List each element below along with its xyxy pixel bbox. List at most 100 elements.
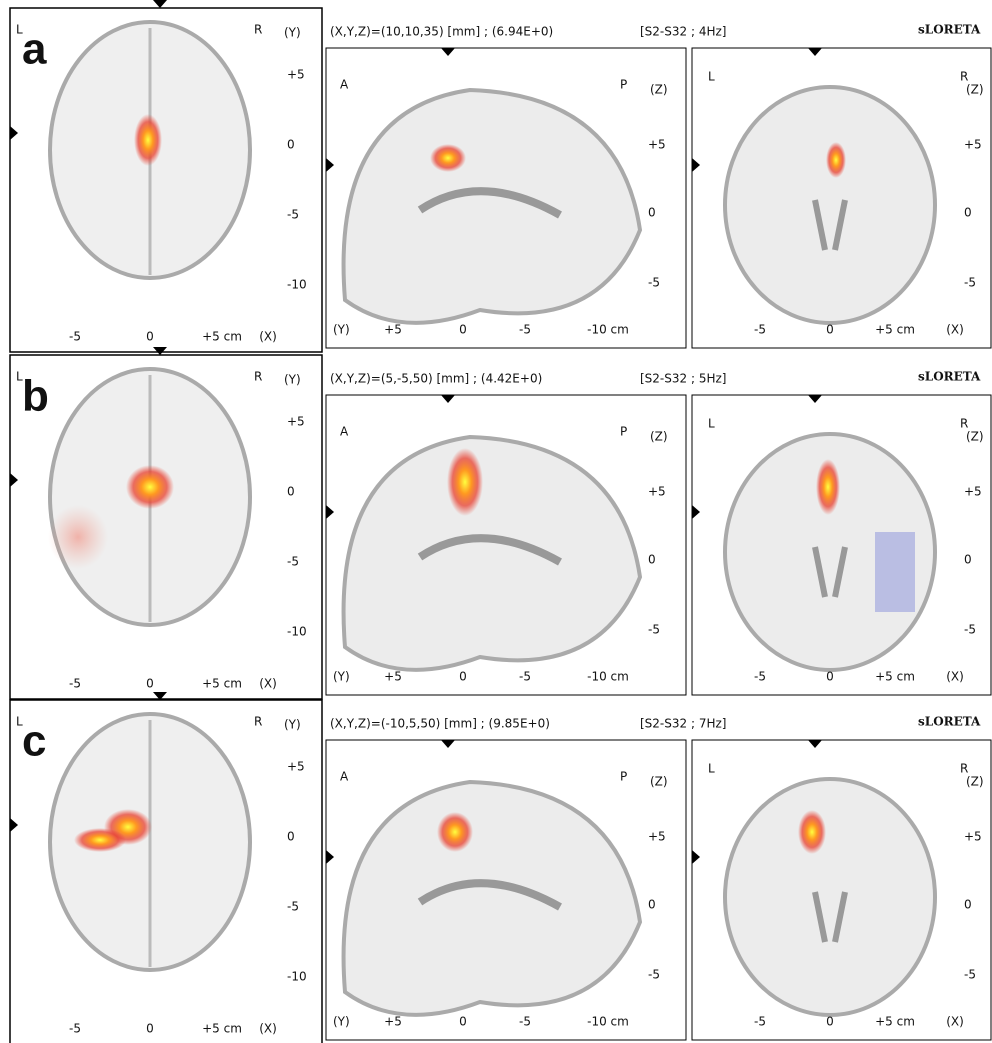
ventricles xyxy=(812,199,848,251)
tick-label: (X) xyxy=(259,1022,277,1036)
panel-label: a xyxy=(22,25,47,74)
tick-label: -10 xyxy=(287,278,307,292)
tick-label: +5 xyxy=(384,323,402,337)
tick-label: +5 cm xyxy=(875,323,915,337)
tick-label: -5 xyxy=(69,677,81,691)
axis-label: (Y) xyxy=(284,718,301,732)
side-label: R xyxy=(254,23,262,37)
side-label: L xyxy=(16,370,23,384)
axis-label: (Y) xyxy=(333,1015,350,1029)
slice-marker xyxy=(153,692,167,700)
tick-label: +5 xyxy=(648,138,666,152)
slice-marker xyxy=(808,48,822,56)
coronal-brain xyxy=(723,85,937,325)
axis-label: (Z) xyxy=(650,775,668,789)
tick-label: -5 xyxy=(519,323,531,337)
panel-label: b xyxy=(22,372,49,421)
slice-marker xyxy=(326,505,334,519)
axis-label: (Z) xyxy=(650,83,668,97)
sagittal-brain xyxy=(341,434,643,672)
side-label: L xyxy=(708,70,715,84)
side-label: A xyxy=(340,78,349,92)
tick-label: -5 xyxy=(287,208,299,222)
tick-label: 0 xyxy=(459,670,467,684)
tick-label: -5 xyxy=(754,670,766,684)
tick-label: 0 xyxy=(459,323,467,337)
tick-label: +5 xyxy=(648,485,666,499)
tick-label: +5 xyxy=(384,1015,402,1029)
tick-label: +5 xyxy=(964,830,982,844)
coordinates: (X,Y,Z)=(5,-5,50) [mm] ; (4.42E+0) xyxy=(330,372,542,386)
corpus-callosum xyxy=(417,879,562,911)
ventricles xyxy=(812,546,848,598)
slice-marker xyxy=(441,740,455,748)
software: sLORETA xyxy=(918,23,981,37)
side-label: L xyxy=(708,417,715,431)
tick-label: +5 xyxy=(964,138,982,152)
slice-marker xyxy=(692,158,700,172)
tick-label: 0 xyxy=(146,1022,154,1036)
side-label: R xyxy=(960,762,968,776)
coordinates: (X,Y,Z)=(10,10,35) [mm] ; (6.94E+0) xyxy=(330,25,553,39)
slice-marker xyxy=(808,740,822,748)
tick-label: 0 xyxy=(648,553,656,567)
tick-label: +5 cm xyxy=(202,330,242,344)
ventricles xyxy=(812,891,848,943)
tick-label: -10 cm xyxy=(587,323,629,337)
tick-label: -5 xyxy=(287,900,299,914)
tick-label: 0 xyxy=(146,330,154,344)
condition: [S2-S32 ; 7Hz] xyxy=(640,717,726,731)
activation xyxy=(447,448,483,516)
tick-label: -10 cm xyxy=(587,670,629,684)
software: sLORETA xyxy=(918,370,981,384)
axis-label: (Y) xyxy=(333,670,350,684)
tick-label: +5 xyxy=(287,415,305,429)
tick-label: 0 xyxy=(964,898,972,912)
tick-label: 0 xyxy=(648,206,656,220)
tick-label: 0 xyxy=(648,898,656,912)
side-label: P xyxy=(620,770,627,784)
tick-label: +5 cm xyxy=(875,670,915,684)
slice-marker xyxy=(441,48,455,56)
slice-marker xyxy=(692,505,700,519)
tick-label: (X) xyxy=(946,670,964,684)
slice-marker xyxy=(10,126,18,140)
slice-marker xyxy=(441,395,455,403)
tick-label: -5 xyxy=(964,276,976,290)
axis-label: (Z) xyxy=(966,430,984,444)
tick-label: 0 xyxy=(287,830,295,844)
tick-label: -5 xyxy=(519,670,531,684)
activation xyxy=(816,459,840,515)
slice-marker xyxy=(808,395,822,403)
axis-label: (Z) xyxy=(966,83,984,97)
tick-label: +5 xyxy=(964,485,982,499)
side-label: R xyxy=(960,70,968,84)
sagittal-brain xyxy=(341,87,643,325)
axis-label: (Z) xyxy=(966,775,984,789)
activation xyxy=(798,810,826,854)
activation xyxy=(430,144,466,172)
slice-marker xyxy=(153,347,167,355)
tick-label: 0 xyxy=(146,677,154,691)
coronal-brain xyxy=(723,777,937,1017)
tick-label: -5 xyxy=(69,1022,81,1036)
tick-label: 0 xyxy=(459,1015,467,1029)
slice-marker xyxy=(153,0,167,8)
slice-marker xyxy=(10,473,18,487)
tick-label: -5 xyxy=(69,330,81,344)
tick-label: -5 xyxy=(519,1015,531,1029)
side-label: L xyxy=(708,762,715,776)
side-label: L xyxy=(16,23,23,37)
side-label: P xyxy=(620,78,627,92)
activation xyxy=(134,114,162,166)
tick-label: (X) xyxy=(946,1015,964,1029)
tick-label: +5 cm xyxy=(875,1015,915,1029)
activation xyxy=(437,812,473,852)
tick-label: 0 xyxy=(964,553,972,567)
corpus-callosum xyxy=(417,187,562,219)
tick-label: +5 xyxy=(384,670,402,684)
activation xyxy=(74,828,126,852)
tick-label: -10 xyxy=(287,970,307,984)
slice-marker xyxy=(326,158,334,172)
